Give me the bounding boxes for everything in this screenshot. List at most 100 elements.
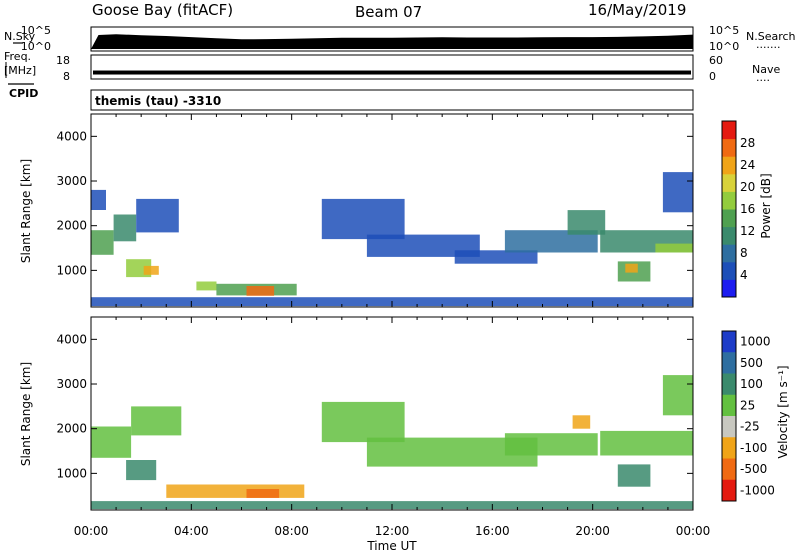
time-xlabel: Time UT — [366, 539, 417, 553]
noise-right-bottom-label: 10^0 — [709, 40, 739, 53]
power-ytick-label-3: 4000 — [56, 129, 87, 143]
power-colorbar-swatch-6 — [722, 173, 736, 192]
power-colorbar-swatch-1 — [722, 261, 736, 280]
velocity-colorbar-swatch-4 — [722, 416, 736, 438]
freq-series — [93, 70, 691, 75]
power-region-13 — [504, 230, 598, 253]
time-xtick-label-6: 00:00 — [676, 524, 711, 538]
velocity-colorbar-label-4: -25 — [740, 420, 760, 434]
nsearch-label: N.Search — [746, 30, 796, 43]
velocity-colorbar-swatch-1 — [722, 352, 736, 374]
velocity-colorbar-frame — [721, 330, 737, 502]
velocity-colorbar-label-1: 500 — [740, 356, 763, 370]
beam-title: Beam 07 — [355, 3, 422, 21]
velocity-colorbar-swatch-0 — [722, 331, 736, 353]
time-xtick-label-5: 20:00 — [575, 524, 610, 538]
power-y-ticks: 1000 2000 3000 4000 — [56, 114, 694, 307]
velocity-colorbar-swatch-5 — [722, 437, 736, 459]
power-colorbar-swatch-2 — [722, 244, 736, 263]
freq-label: Freq. — [4, 50, 31, 63]
velocity-heatmap — [91, 375, 693, 510]
velocity-ytick-label-2: 3000 — [56, 377, 87, 391]
cpid-label: CPID — [9, 87, 38, 100]
velocity-region-9 — [572, 415, 591, 429]
nave-right-top-label: 60 — [709, 54, 723, 67]
power-colorbar-label-4: 20 — [740, 180, 755, 194]
nsky-label: N.Sky — [4, 30, 36, 43]
power-region-5 — [143, 265, 159, 275]
station-title: Goose Bay (fitACF) — [92, 1, 233, 19]
freq-left-bottom-label: 8 — [63, 70, 70, 83]
nave-dots: ···· — [756, 74, 770, 87]
noise-left-bottom-label: 10^0 — [21, 40, 51, 53]
nave-label: Nave — [752, 63, 780, 76]
time-xtick-label-0: 00:00 — [74, 524, 109, 538]
power-region-12 — [454, 250, 538, 264]
time-x-ticks: 00:00 04:00 08:00 12:00 16:00 20:00 00:00 — [74, 524, 711, 538]
power-region-2 — [136, 198, 179, 233]
velocity-ytick-label-0: 1000 — [56, 466, 87, 480]
velocity-region-4 — [246, 489, 280, 498]
power-colorbar-label-2: 12 — [740, 224, 755, 238]
velocity-region-2 — [126, 460, 157, 481]
power-colorbar-label-3: 16 — [740, 202, 755, 216]
power-colorbar-swatch-4 — [722, 209, 736, 228]
noise-left-top-label: 10^5 — [21, 24, 51, 37]
power-region-18 — [625, 263, 638, 273]
power-colorbar: 4 8 12 16 20 24 28 — [721, 120, 755, 298]
power-region-14 — [567, 210, 606, 235]
power-region-8 — [246, 286, 275, 296]
nave-right-bottom-label: 0 — [709, 70, 716, 83]
power-colorbar-swatch-3 — [722, 226, 736, 245]
power-region-6 — [196, 281, 217, 291]
velocity-colorbar-label-5: -100 — [740, 441, 767, 455]
velocity-ylabel: Slant Range [km] — [19, 362, 33, 466]
power-colorbar-swatch-0 — [722, 279, 736, 298]
noise-series — [91, 34, 693, 49]
noise-right-top-label: 10^5 — [709, 24, 739, 37]
velocity-colorbar-swatch-3 — [722, 394, 736, 417]
power-colorbar-label-0: 4 — [740, 268, 748, 282]
velocity-y-ticks: 1000 2000 3000 4000 — [56, 317, 694, 510]
velocity-colorbar-label-3: 25 — [740, 398, 755, 412]
cpid-value: themis (tau) -3310 — [95, 94, 221, 108]
power-ylabel: Slant Range [km] — [19, 159, 33, 263]
velocity-colorbar-swatch-6 — [722, 458, 736, 481]
power-ytick-label-0: 1000 — [56, 263, 87, 277]
time-xtick-label-4: 16:00 — [475, 524, 510, 538]
velocity-ytick-label-1: 2000 — [56, 422, 87, 436]
velocity-region-6 — [321, 401, 405, 443]
velocity-ytick-label-3: 4000 — [56, 332, 87, 346]
time-xtick-label-3: 12:00 — [375, 524, 410, 538]
velocity-region-8 — [504, 433, 598, 456]
velocity-region-11 — [617, 464, 651, 487]
freq-trace — [93, 70, 691, 75]
power-colorbar-swatch-5 — [722, 191, 736, 210]
velocity-colorbar: 1000 500 100 25 -25 -100 -500 -1000 — [721, 330, 775, 502]
power-colorbar-swatch-9 — [722, 121, 736, 140]
time-xtick-label-1: 04:00 — [174, 524, 209, 538]
velocity-colorbar-label-7: -1000 — [740, 483, 775, 497]
velocity-colorbar-swatch-7 — [722, 479, 736, 502]
power-ytick-label-2: 3000 — [56, 174, 87, 188]
power-colorbar-label-5: 24 — [740, 158, 755, 172]
freq-unit-label: [MHz] — [4, 64, 36, 77]
velocity-colorbar-label-6: -500 — [740, 462, 767, 476]
velocity-colorbar-label: Velocity [m s⁻¹] — [776, 365, 790, 458]
velocity-colorbar-label-0: 1000 — [740, 335, 771, 349]
power-region-3 — [91, 189, 106, 210]
noise-trace — [91, 34, 693, 49]
power-region-10 — [321, 198, 405, 240]
power-colorbar-swatch-8 — [722, 138, 736, 157]
power-colorbar-frame — [721, 120, 737, 298]
power-colorbar-label-6: 28 — [740, 136, 755, 150]
power-colorbar-swatch-7 — [722, 156, 736, 175]
freq-panel-frame — [90, 54, 694, 80]
cpid-panel-frame — [90, 89, 694, 111]
velocity-region-12 — [662, 375, 693, 416]
power-colorbar-label: Power [dB] — [759, 173, 773, 238]
power-region-16 — [655, 243, 693, 253]
power-region-0 — [91, 230, 114, 255]
velocity-region-1 — [131, 406, 182, 436]
